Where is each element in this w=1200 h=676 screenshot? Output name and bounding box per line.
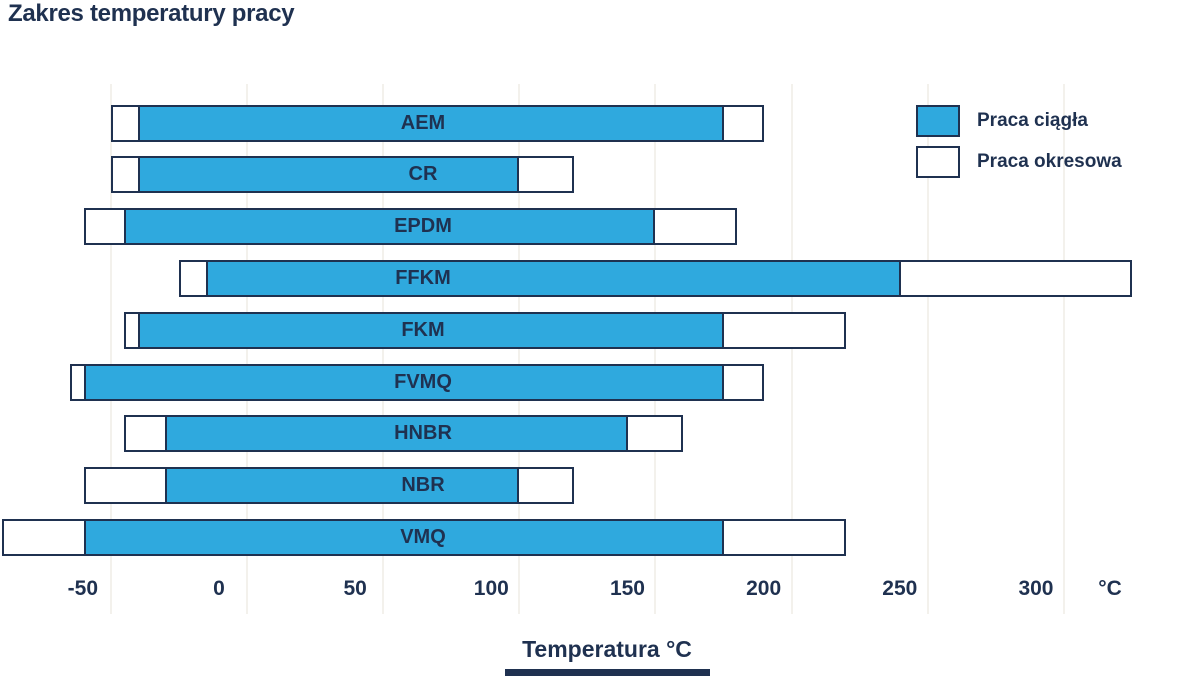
bar-continuous-nbr xyxy=(165,467,520,505)
x-tick-label-250: 250 xyxy=(882,577,918,600)
grid-line-250 xyxy=(926,84,929,614)
x-axis-title: Temperatura °C xyxy=(522,636,692,662)
x-tick-label--50: -50 xyxy=(67,577,98,600)
legend-item-periodic: Praca okresowa xyxy=(916,146,1122,178)
grid-line-100 xyxy=(518,84,521,614)
chart-legend: Praca ciągła Praca okresowa xyxy=(916,105,1122,187)
bar-continuous-vmq xyxy=(83,518,724,556)
bottom-cropped-element xyxy=(505,669,710,676)
bar-continuous-cr xyxy=(138,156,520,194)
x-axis-unit-label: °C xyxy=(1098,577,1122,600)
legend-label-continuous: Praca ciągła xyxy=(977,110,1088,131)
grid-line-50 xyxy=(382,84,385,614)
grid-line-200 xyxy=(790,84,793,614)
grid-line--50 xyxy=(109,84,112,614)
grid-line-300 xyxy=(1062,84,1065,614)
legend-swatch-white xyxy=(916,146,960,178)
bar-continuous-aem xyxy=(138,104,724,142)
x-tick-label-100: 100 xyxy=(473,577,509,600)
legend-label-periodic: Praca okresowa xyxy=(977,151,1122,172)
grid-line-0 xyxy=(246,84,248,614)
x-tick-label-300: 300 xyxy=(1018,577,1054,600)
bar-continuous-hnbr xyxy=(165,415,629,453)
bar-continuous-fvmq xyxy=(83,363,724,401)
page-title: Zakres temperatury pracy xyxy=(8,0,295,27)
bar-continuous-ffkm xyxy=(206,259,901,297)
bar-continuous-epdm xyxy=(124,208,656,246)
x-tick-label-150: 150 xyxy=(609,577,645,600)
x-tick-label-0: 0 xyxy=(213,577,225,600)
legend-swatch-blue xyxy=(916,105,960,137)
x-tick-label-50: 50 xyxy=(343,577,367,600)
legend-item-continuous: Praca ciągła xyxy=(916,105,1122,137)
bar-continuous-fkm xyxy=(138,311,724,349)
grid-line-150 xyxy=(654,84,657,614)
x-tick-label-200: 200 xyxy=(746,577,782,600)
